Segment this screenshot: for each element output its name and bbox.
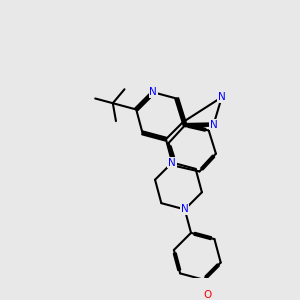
Text: N: N [210,119,218,130]
Text: O: O [203,290,212,300]
Text: N: N [149,87,157,97]
Text: N: N [168,158,176,168]
Text: N: N [181,204,189,214]
Text: N: N [218,92,226,102]
